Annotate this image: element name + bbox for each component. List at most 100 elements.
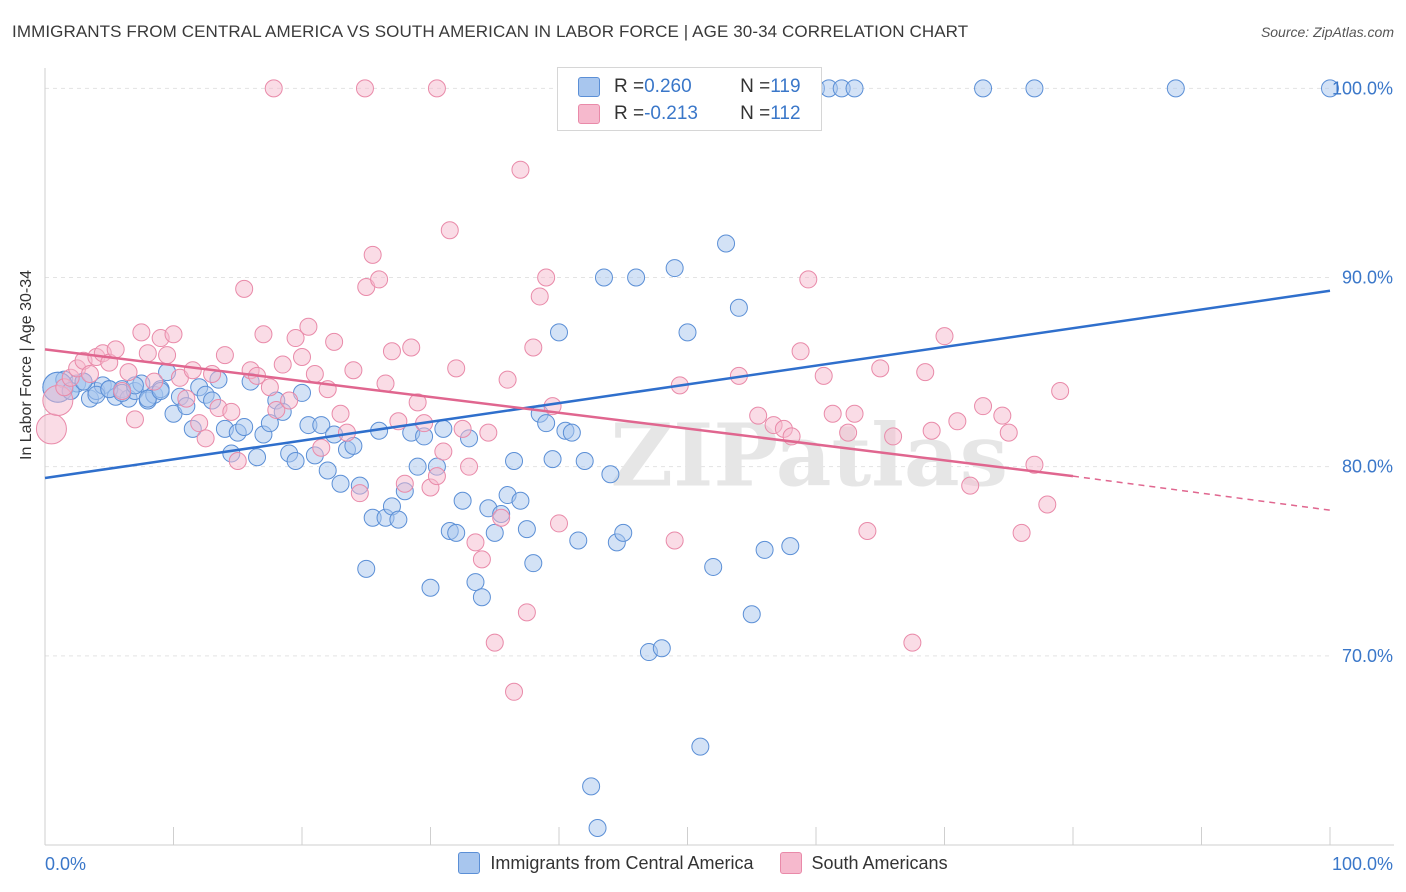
legend-swatch-pink: [578, 104, 600, 124]
data-point-south-americans: [286, 329, 305, 348]
trend-line: [44, 289, 1331, 480]
source-label: Source: ZipAtlas.com: [1260, 24, 1394, 40]
data-point-south-americans: [222, 402, 241, 421]
data-point-south-americans: [190, 414, 209, 433]
data-point-south-americans: [460, 457, 479, 476]
data-point-south-americans: [254, 325, 273, 344]
data-point-central-america: [408, 457, 427, 476]
data-point-south-americans: [132, 323, 151, 342]
data-point-south-americans: [35, 413, 67, 445]
data-point-central-america: [704, 557, 723, 576]
data-point-south-americans: [113, 382, 132, 401]
data-point-south-americans: [331, 404, 350, 423]
data-point-south-americans: [363, 245, 382, 264]
data-point-south-americans: [447, 359, 466, 378]
data-point-south-americans: [492, 508, 511, 527]
data-point-central-america: [652, 639, 671, 658]
data-point-south-americans: [228, 452, 247, 471]
data-point-central-america: [550, 323, 568, 342]
data-point-south-americans: [427, 467, 446, 486]
data-point-south-americans: [138, 344, 157, 363]
data-point-south-americans: [845, 404, 864, 423]
series-legend: Immigrants from Central America South Am…: [0, 852, 1406, 874]
data-point-south-americans: [1051, 382, 1070, 401]
data-point-south-americans: [511, 160, 530, 179]
data-point-south-americans: [922, 421, 941, 440]
data-point-south-americans: [1025, 455, 1044, 474]
data-point-south-americans: [505, 682, 524, 701]
data-point-south-americans: [344, 361, 363, 380]
data-point-central-america: [627, 268, 646, 287]
data-point-central-america: [665, 259, 684, 278]
data-point-south-americans: [884, 427, 903, 446]
data-point-south-americans: [325, 332, 344, 351]
data-point-south-americans: [791, 342, 810, 361]
chart-title: IMMIGRANTS FROM CENTRAL AMERICA VS SOUTH…: [12, 22, 969, 41]
data-point-central-america: [755, 540, 774, 559]
legend-n-value: 112: [770, 103, 801, 124]
data-point-south-americans: [312, 438, 331, 457]
data-point-central-america: [1166, 79, 1185, 98]
data-point-south-americans: [903, 633, 922, 652]
data-point-south-americans: [402, 338, 421, 357]
data-point-south-americans: [106, 340, 125, 359]
series-swatch-blue: [458, 852, 481, 874]
data-point-central-america: [742, 605, 761, 624]
data-point-south-americans: [961, 476, 980, 495]
data-point-south-americans: [355, 79, 374, 98]
data-point-central-america: [357, 559, 376, 578]
data-point-central-america: [588, 818, 607, 837]
data-point-south-americans: [434, 442, 453, 461]
legend-n-label: N =: [740, 76, 771, 97]
data-point-south-americans: [974, 397, 993, 416]
data-point-south-americans: [280, 391, 299, 410]
data-point-central-america: [691, 737, 710, 756]
data-point-south-americans: [299, 317, 318, 336]
data-point-south-americans: [537, 268, 556, 287]
data-point-central-america: [312, 416, 331, 435]
data-point-south-americans: [267, 400, 286, 419]
y-tick-label: 70.0%: [1342, 646, 1393, 666]
data-point-central-america: [562, 423, 581, 442]
data-point-south-americans: [370, 270, 389, 289]
data-point-south-americans: [466, 533, 485, 552]
data-point-central-america: [781, 537, 800, 556]
x-tick-label: 100.0%: [1332, 854, 1393, 874]
watermark-text: ZIPatlas: [610, 406, 1008, 507]
data-point-central-america: [594, 268, 613, 287]
data-point-central-america: [466, 573, 485, 592]
data-point-south-americans: [164, 325, 183, 344]
data-point-central-america: [517, 520, 536, 539]
legend-row-central-america: R = 0.260 N = 119: [578, 74, 801, 100]
data-point-central-america: [582, 777, 601, 796]
data-point-central-america: [235, 417, 254, 436]
trend-line: [44, 348, 1074, 478]
data-point-central-america: [421, 578, 440, 597]
data-point-south-americans: [993, 406, 1012, 425]
data-point-south-americans: [858, 522, 877, 540]
data-point-central-america: [575, 452, 594, 471]
data-point-south-americans: [273, 355, 292, 374]
data-point-south-americans: [916, 363, 935, 382]
data-point-south-americans: [215, 346, 234, 365]
data-point-south-americans: [145, 372, 164, 391]
legend-swatch-blue: [578, 77, 600, 97]
legend-r-label: R =: [614, 76, 645, 97]
data-point-central-america: [614, 523, 633, 542]
data-point-south-americans: [293, 347, 311, 366]
data-point-south-americans: [125, 410, 144, 429]
trend-line-extension: [1072, 475, 1331, 511]
y-tick-label: 90.0%: [1342, 268, 1393, 288]
data-point-central-america: [569, 531, 588, 550]
data-point-south-americans: [395, 474, 414, 493]
data-point-south-americans: [260, 378, 279, 397]
data-point-south-americans: [382, 342, 401, 361]
data-point-central-america: [248, 448, 267, 467]
data-point-central-america: [447, 523, 466, 542]
data-point-south-americans: [453, 419, 472, 438]
data-point-central-america: [729, 298, 748, 317]
data-point-central-america: [318, 461, 337, 480]
data-point-south-americans: [524, 338, 543, 357]
series-legend-label: South Americans: [811, 852, 948, 873]
